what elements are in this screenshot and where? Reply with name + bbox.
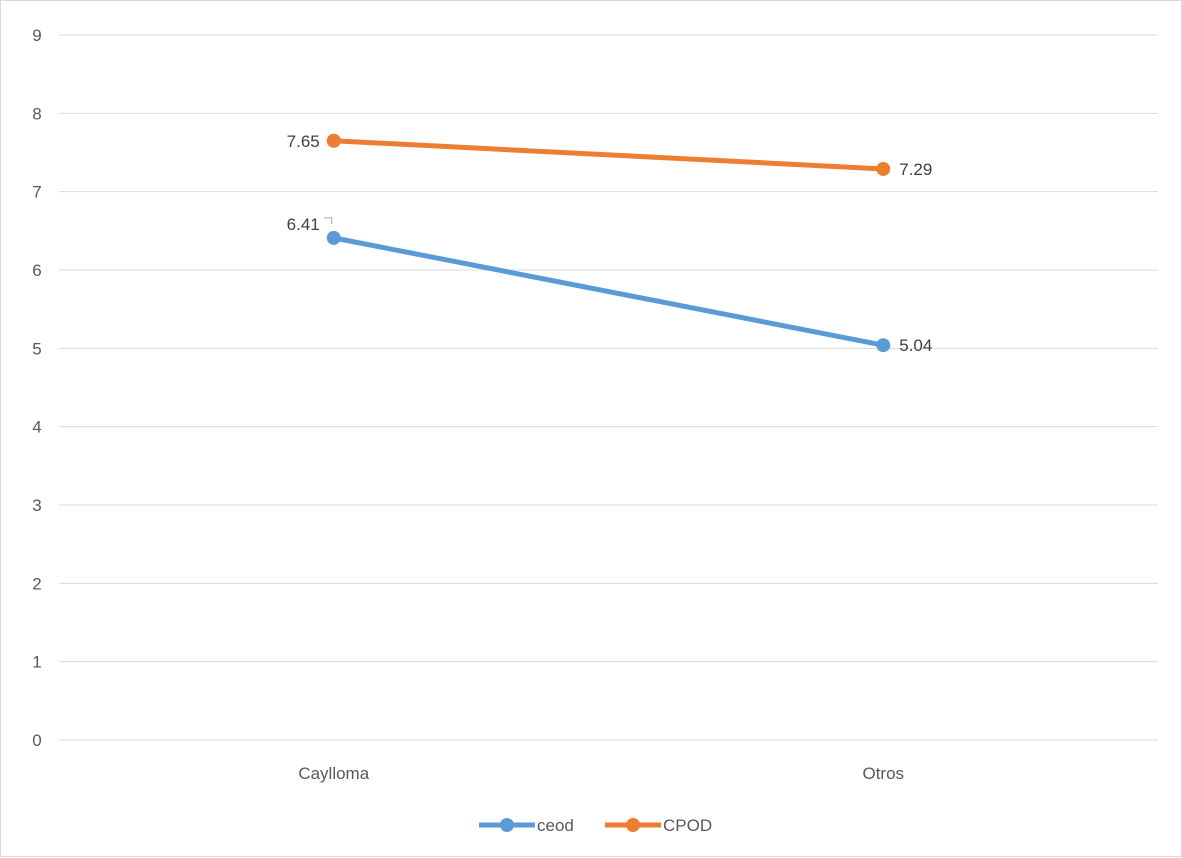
legend-label-ceod: ceod — [537, 816, 574, 835]
y-axis-tick-labels: 0 1 2 3 4 5 6 7 8 9 — [32, 26, 41, 750]
data-label-ceod-otros: 5.04 — [899, 336, 932, 355]
y-tick-label-2: 2 — [32, 574, 41, 593]
point-cpod-caylloma — [326, 133, 341, 148]
x-tick-label-otros: Otros — [862, 764, 904, 783]
series-group — [326, 133, 891, 353]
data-label-cpod-otros: 7.29 — [899, 160, 932, 179]
series-line-cpod — [331, 138, 886, 172]
point-ceod-caylloma — [326, 230, 341, 245]
point-cpod-otros — [876, 161, 891, 176]
data-label-cpod-caylloma: 7.65 — [287, 132, 320, 151]
y-tick-label-5: 5 — [32, 339, 41, 358]
y-tick-label-8: 8 — [32, 104, 41, 123]
legend-marker-ceod — [500, 818, 514, 832]
x-axis-tick-labels: Caylloma Otros — [298, 764, 904, 783]
y-tick-label-3: 3 — [32, 496, 41, 515]
y-tick-label-7: 7 — [32, 183, 41, 202]
legend-label-cpod: CPOD — [663, 816, 712, 835]
gridlines — [59, 34, 1158, 741]
legend: ceod CPOD — [479, 816, 712, 835]
y-tick-label-9: 9 — [32, 26, 41, 45]
y-tick-label-6: 6 — [32, 261, 41, 280]
leader-line-ceod — [323, 217, 333, 224]
data-label-ceod-caylloma: 6.41 — [287, 215, 320, 234]
series-line-ceod — [331, 235, 886, 348]
y-tick-label-1: 1 — [32, 653, 41, 672]
legend-marker-cpod — [626, 818, 640, 832]
point-ceod-otros — [876, 338, 891, 353]
data-labels: 6.41 5.04 7.65 7.29 — [287, 132, 933, 355]
y-tick-label-0: 0 — [32, 731, 41, 750]
y-tick-label-4: 4 — [32, 418, 41, 437]
x-tick-label-caylloma: Caylloma — [298, 764, 369, 783]
